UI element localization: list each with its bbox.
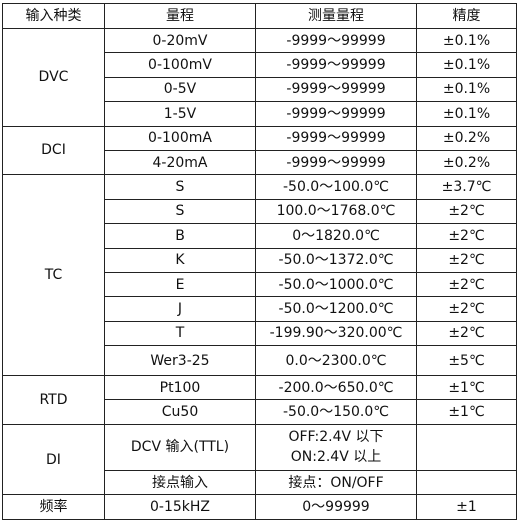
cell: 100.0～1768.0℃ (255, 198, 417, 225)
table-row: E -50.0～1000.0℃ ±2℃ (3, 271, 517, 298)
cell: ±2℃ (416, 320, 517, 347)
cell: S (104, 174, 256, 200)
cell: ±0.1% (416, 52, 517, 78)
table-row: DI DCV 输入(TTL) OFF:2.4V 以下 ON:2.4V 以上 (2, 423, 517, 496)
cell: ±0.1% (416, 76, 517, 103)
group-label: DVC (2, 28, 105, 127)
cell: OFF:2.4V 以下 ON:2.4V 以上 (255, 423, 417, 471)
cell: ±1℃ (416, 399, 517, 425)
cell: -9999～99999 (255, 149, 417, 176)
cell: E (104, 271, 256, 298)
cell: 0.0～2300.0℃ (255, 345, 417, 377)
cell: 0-5V (104, 76, 256, 103)
cell: ±3.7℃ (416, 174, 517, 200)
cell: DCV 输入(TTL) (104, 423, 256, 471)
cell: ±0.1% (416, 27, 517, 54)
cell: -50.0～1372.0℃ (255, 247, 417, 273)
cell: -200.0～650.0℃ (255, 375, 417, 401)
cell: -50.0～1000.0℃ (255, 271, 417, 298)
table-row: DCI 0-100mA -9999～99999 ±0.2% (2, 125, 517, 176)
cell: 1-5V (104, 101, 256, 127)
cell: -9999～99999 (255, 27, 417, 54)
group-label: DCI (2, 125, 105, 176)
cell: ±0.2% (416, 149, 517, 176)
group-label: RTD (2, 375, 105, 425)
table-row: Cu50 -50.0～150.0℃ ±1℃ (3, 399, 517, 425)
cell-line: OFF:2.4V 以下 (288, 429, 384, 446)
table-row: 0-5V -9999～99999 ±0.1% (3, 76, 517, 103)
spec-table: 输入种类 量程 测量量程 精度 DVC 0-20mV -9999～99999 ±0.1% 0-1… (2, 3, 517, 520)
cell: K (104, 247, 256, 273)
cell: ±1℃ (416, 375, 517, 401)
cell: -50.0～150.0℃ (255, 399, 417, 425)
header-row: 输入种类 量程 测量量程 精度 (2, 3, 517, 29)
header-cell: 量程 (104, 3, 256, 29)
table-row: TC S -50.0～100.0℃ ±3.7℃ (2, 174, 517, 377)
cell: ±5℃ (416, 345, 517, 377)
table-row: DVC 0-20mV -9999～99999 ±0.1% (2, 27, 517, 127)
cell: -9999～99999 (255, 125, 417, 151)
cell: -9999～99999 (255, 52, 417, 78)
cell-line: ON:2.4V 以上 (290, 449, 382, 466)
table-row: 频率 0-15kHZ 0～99999 ±1 (2, 494, 517, 520)
header-cell: 精度 (416, 3, 517, 29)
group-label: 频率 (2, 494, 105, 520)
cell: 接点输入 (104, 469, 256, 496)
header-cell: 测量量程 (255, 3, 417, 29)
cell: T (104, 320, 256, 347)
group-label: DI (2, 423, 105, 496)
table-row: 接点输入 接点：ON/OFF (3, 469, 517, 496)
cell (416, 469, 517, 496)
cell: ±0.2% (416, 125, 517, 151)
cell: 0-100mV (104, 52, 256, 78)
table-row: J -50.0～1200.0℃ ±2℃ (3, 296, 517, 322)
cell: 0～1820.0℃ (255, 223, 417, 249)
cell: S (104, 198, 256, 225)
header-cell: 输入种类 (2, 3, 105, 29)
cell: Wer3-25 (104, 345, 256, 377)
group-label: TC (2, 174, 105, 377)
cell: B (104, 223, 256, 249)
cell: ±2℃ (416, 271, 517, 298)
cell: 0～99999 (255, 494, 417, 520)
cell: Cu50 (104, 399, 256, 425)
cell: 0-100mA (104, 125, 256, 151)
cell: 0-20mV (104, 27, 256, 54)
cell: -9999～99999 (255, 76, 417, 103)
table-row: B 0～1820.0℃ ±2℃ (3, 223, 517, 249)
table-row: 0-100mV -9999～99999 ±0.1% (3, 52, 517, 78)
table-row: T -199.90～320.00℃ ±2℃ (3, 320, 517, 347)
cell: ±1 (416, 494, 517, 520)
cell: Pt100 (104, 375, 256, 401)
cell: 接点：ON/OFF (255, 469, 417, 496)
cell: ±2℃ (416, 198, 517, 225)
table-row: Wer3-25 0.0～2300.0℃ ±5℃ (3, 345, 517, 377)
table-row: K -50.0～1372.0℃ ±2℃ (3, 247, 517, 273)
cell: ±2℃ (416, 247, 517, 273)
cell: -9999～99999 (255, 101, 417, 127)
cell (416, 423, 517, 471)
table-body: 输入种类 量程 测量量程 精度 DVC 0-20mV -9999～99999 ±0.1% 0-1… (2, 3, 517, 520)
cell: J (104, 296, 256, 322)
cell: -50.0～1200.0℃ (255, 296, 417, 322)
cell: ±2℃ (416, 296, 517, 322)
cell: -199.90～320.00℃ (255, 320, 417, 347)
table-row: RTD Pt100 -200.0～650.0℃ ±1℃ (2, 375, 517, 425)
cell: 4-20mA (104, 149, 256, 176)
cell: 0-15kHZ (104, 494, 256, 520)
cell: ±0.1% (416, 101, 517, 127)
cell: -50.0～100.0℃ (255, 174, 417, 200)
table-row: 4-20mA -9999～99999 ±0.2% (3, 149, 517, 176)
table-row: 1-5V -9999～99999 ±0.1% (3, 101, 517, 127)
cell: ±2℃ (416, 223, 517, 249)
